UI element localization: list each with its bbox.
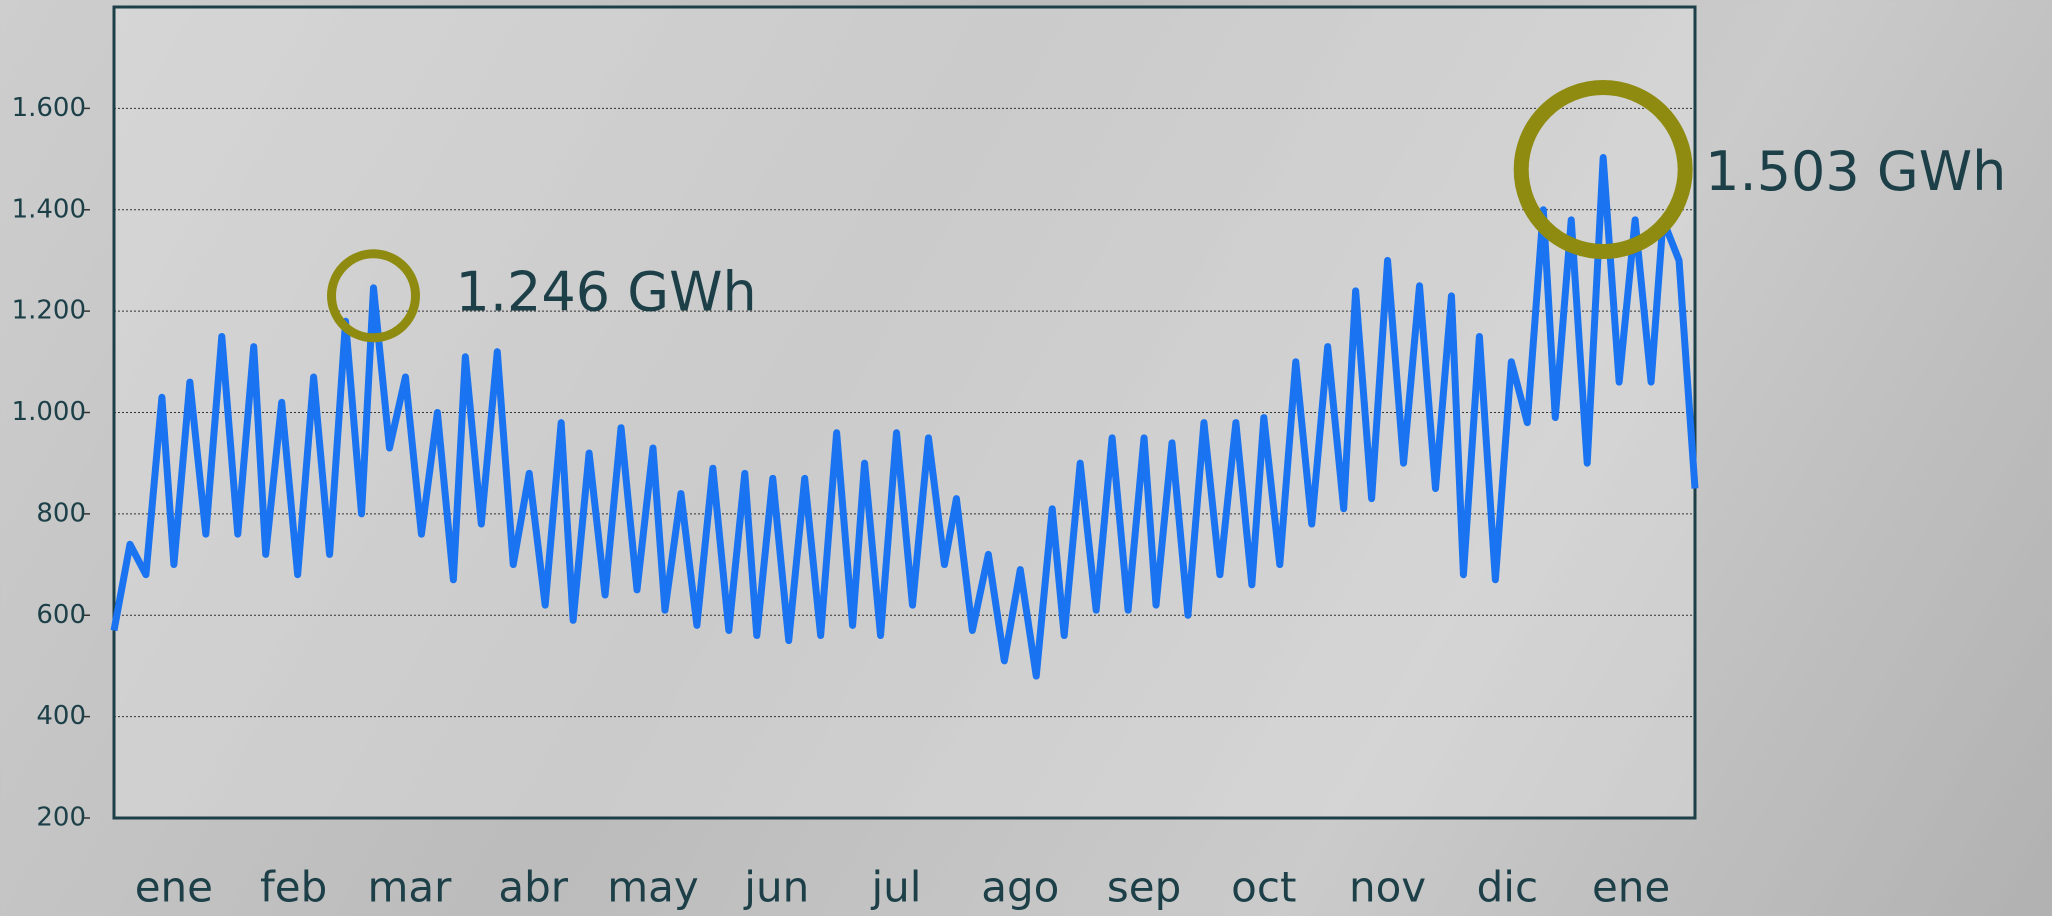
x-tick-label: may (607, 863, 699, 912)
x-tick-label: ago (981, 863, 1059, 912)
x-tick-label: nov (1349, 863, 1426, 912)
y-tick-label: 1.400 (12, 194, 86, 224)
chart: 2004006008001.0001.2001.4001.600enefebma… (0, 0, 2052, 916)
annotation-label: 1.503 GWh (1705, 140, 2006, 203)
y-tick-label: 1.600 (12, 93, 86, 123)
x-tick-label: oct (1231, 863, 1296, 912)
x-tick-label: abr (498, 863, 568, 912)
y-tick-label: 600 (36, 600, 86, 630)
page: 2004006008001.0001.2001.4001.600enefebma… (0, 0, 2052, 916)
x-tick-label: sep (1107, 863, 1181, 912)
y-tick-label: 200 (36, 803, 86, 833)
x-tick-label: feb (260, 863, 327, 912)
y-tick-label: 400 (36, 701, 86, 731)
x-tick-label: ene (1592, 863, 1670, 912)
x-tick-label: dic (1477, 863, 1538, 912)
annotation-label: 1.246 GWh (456, 260, 757, 323)
y-tick-label: 800 (36, 498, 86, 528)
y-tick-label: 1.000 (12, 397, 86, 427)
x-tick-label: mar (367, 863, 452, 912)
x-tick-label: jul (871, 863, 922, 912)
x-tick-label: jun (743, 863, 809, 912)
x-tick-label: ene (135, 863, 213, 912)
y-tick-label: 1.200 (12, 296, 86, 326)
